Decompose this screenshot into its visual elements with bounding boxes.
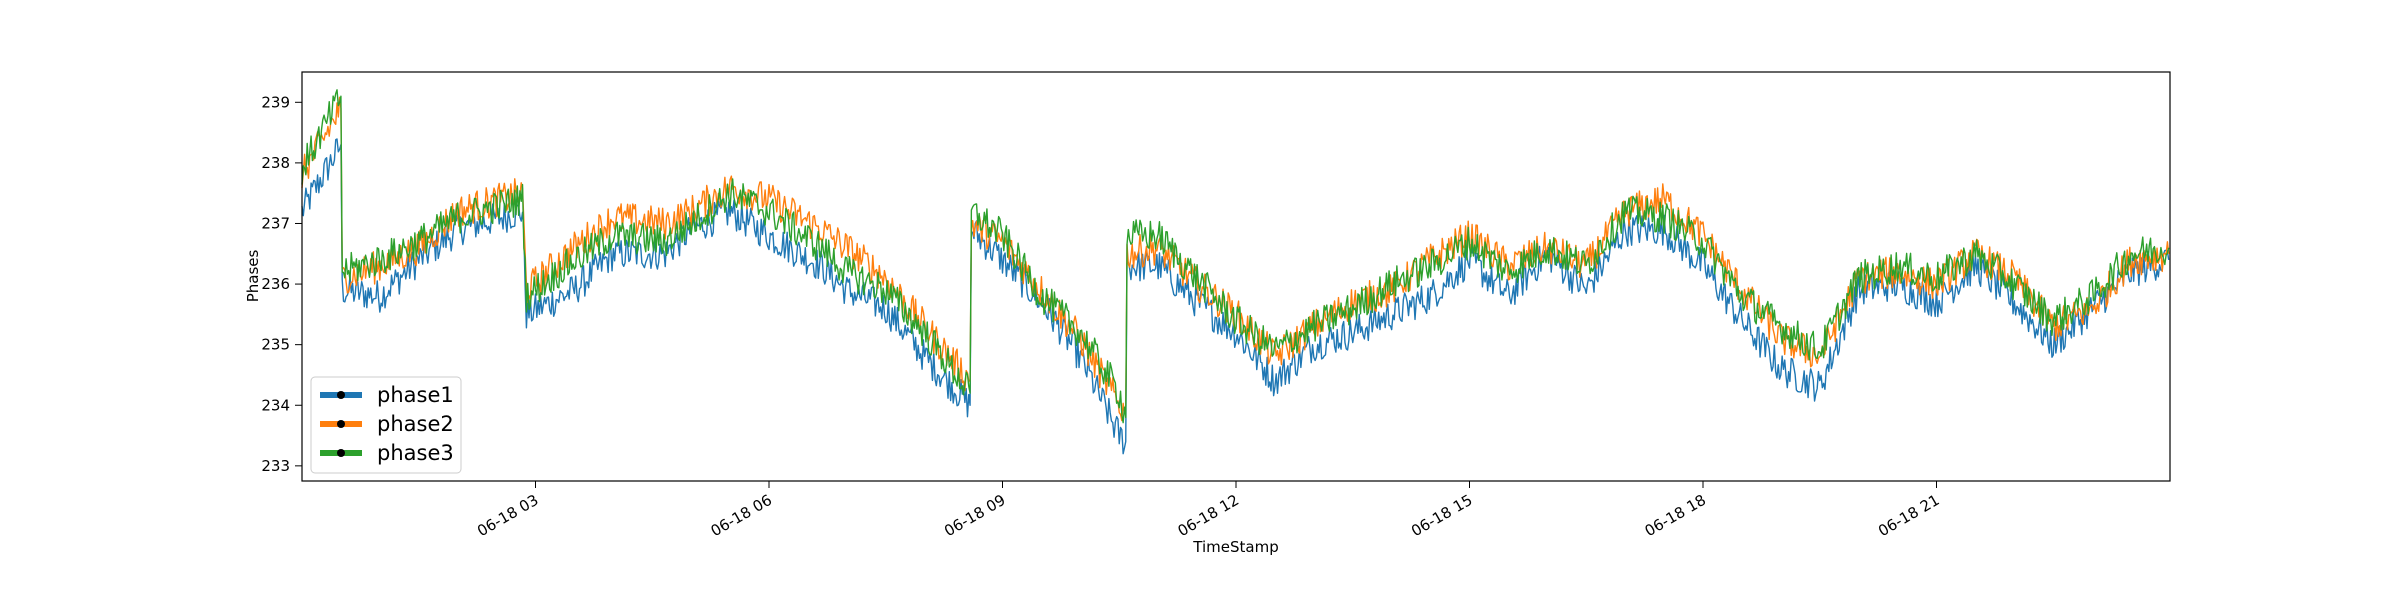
x-tick-label: 06-18 18 (1642, 491, 1709, 540)
x-tick-label: 06-18 09 (941, 491, 1008, 540)
legend: phase1 phase2 phase3 (310, 376, 462, 474)
legend-marker-phase2 (337, 420, 345, 428)
y-tick-label: 234 (261, 396, 290, 414)
x-tick-label: 06-18 12 (1175, 491, 1242, 540)
plot-lines (301, 89, 2170, 455)
y-tick-label: 233 (261, 457, 290, 475)
legend-marker-phase3 (337, 449, 345, 457)
y-tick-label: 238 (261, 154, 290, 172)
y-axis-label: Phases (244, 250, 262, 303)
legend-marker-phase1 (337, 391, 345, 399)
x-tick-label: 06-18 21 (1875, 491, 1942, 540)
y-axis-ticks: 233 234 235 236 237 238 239 (261, 93, 302, 475)
plot-frame (301, 71, 2171, 482)
x-tick-label: 06-18 06 (708, 491, 775, 540)
y-tick-label: 239 (261, 93, 290, 111)
x-axis-label: TimeStamp (1192, 538, 1278, 556)
x-tick-label: 06-18 03 (474, 491, 541, 540)
series-line-phase2 (301, 96, 2170, 422)
x-axis-ticks: 06-18 03 06-18 06 06-18 09 06-18 12 06-18 15… (474, 481, 1943, 540)
series-line-phase1 (301, 138, 2170, 455)
series-line-phase3 (301, 89, 2170, 424)
legend-label-phase1: phase1 (377, 383, 454, 407)
legend-box (310, 376, 462, 474)
y-tick-label: 235 (261, 336, 290, 354)
legend-label-phase2: phase2 (377, 412, 454, 436)
y-tick-label: 236 (261, 275, 290, 293)
x-tick-label: 06-18 15 (1408, 491, 1475, 540)
y-tick-label: 237 (261, 214, 290, 232)
legend-label-phase3: phase3 (377, 441, 454, 465)
